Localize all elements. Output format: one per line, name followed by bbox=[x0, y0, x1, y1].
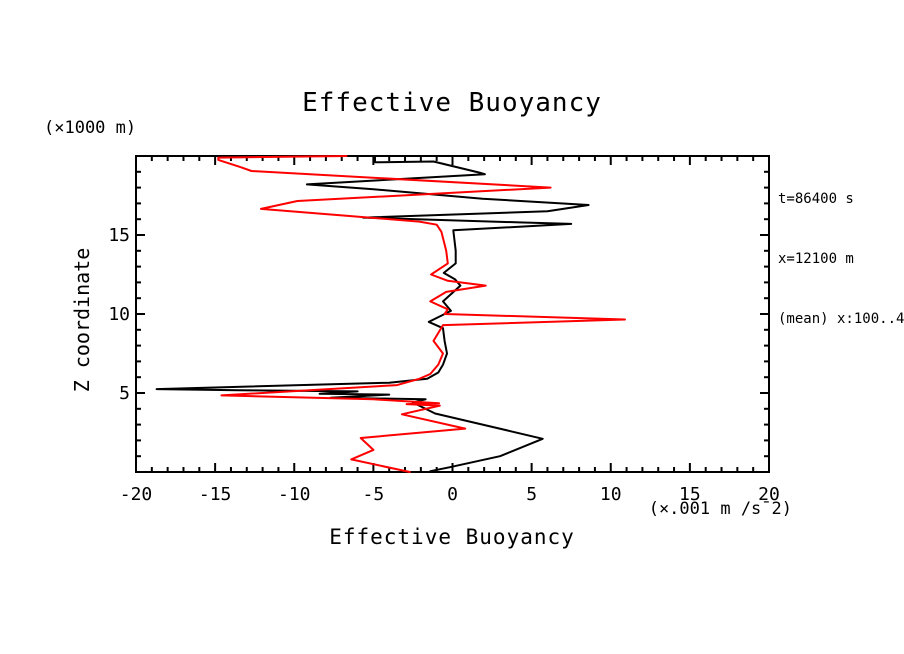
y-axis-unit-label: (×1000 m) bbox=[44, 118, 137, 138]
x-tick-label: 15 bbox=[679, 484, 701, 505]
x-tick-label: 0 bbox=[447, 484, 458, 505]
x-axis-unit-label: (×.001 m /s¯2) bbox=[648, 499, 792, 519]
data-series bbox=[217, 155, 626, 473]
x-axis-title: Effective Buoyancy bbox=[329, 525, 575, 549]
chart-title: Effective Buoyancy bbox=[302, 88, 602, 118]
data-series bbox=[155, 155, 590, 473]
y-tick-label: 5 bbox=[119, 383, 130, 404]
x-tick-label: -5 bbox=[363, 484, 385, 505]
x-tick-label: 10 bbox=[600, 484, 622, 505]
x-tick-label: 20 bbox=[758, 484, 780, 505]
x-tick-label: 5 bbox=[526, 484, 537, 505]
x-tick-label: -20 bbox=[120, 484, 153, 505]
annotation-mean: (mean) x:100..4 bbox=[778, 311, 904, 327]
annotation-x-position: x=12100 m bbox=[778, 251, 854, 267]
y-tick-label: 10 bbox=[108, 304, 130, 325]
annotation-time: t=86400 s bbox=[778, 191, 854, 207]
x-tick-label: -15 bbox=[199, 484, 232, 505]
y-tick-label: 15 bbox=[108, 225, 130, 246]
annotation-block: t=86400 s x=12100 m (mean) x:100..4 bbox=[778, 149, 904, 369]
x-tick-label: -10 bbox=[278, 484, 311, 505]
